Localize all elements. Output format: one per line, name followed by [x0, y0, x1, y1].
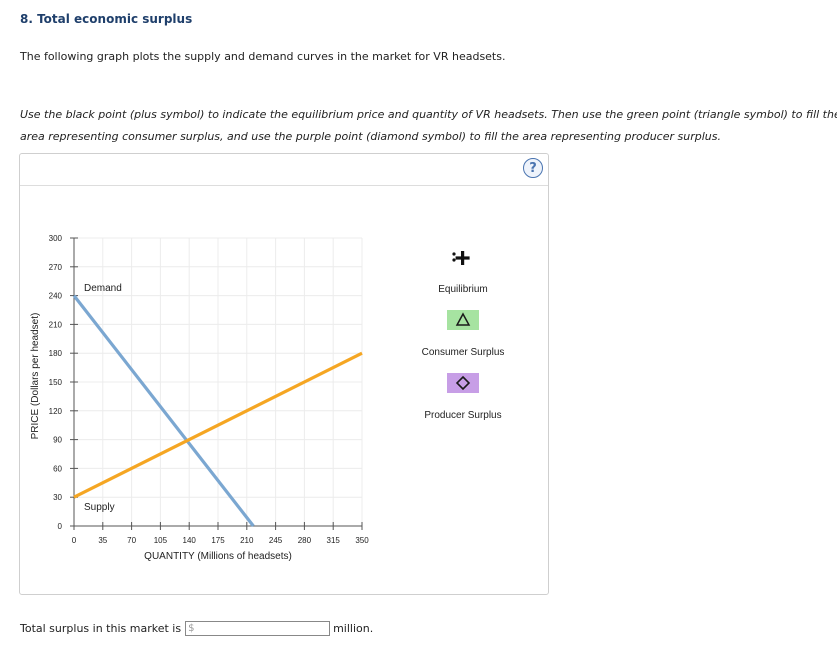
x-axis-label: QUANTITY (Millions of headsets) — [144, 551, 292, 562]
y-tick-label: 60 — [53, 464, 62, 473]
demand-curve-label: Demand — [84, 283, 122, 294]
triangle-icon — [455, 312, 471, 326]
demand-curve[interactable] — [72, 294, 255, 527]
total-surplus-input[interactable] — [186, 622, 318, 635]
curves — [72, 294, 363, 527]
help-icon[interactable]: ? — [523, 158, 543, 178]
y-tick-label: 300 — [49, 234, 63, 243]
answer-row: Total surplus in this market is $ millio… — [20, 621, 373, 636]
consumer-surplus-swatch — [447, 310, 479, 330]
y-tick-label: 150 — [49, 378, 63, 387]
x-tick-label: 0 — [72, 536, 77, 545]
supply-curve[interactable] — [73, 351, 363, 499]
y-tick-label: 210 — [49, 320, 63, 329]
y-tick-label: 270 — [49, 263, 63, 272]
x-tick-label: 245 — [269, 536, 283, 545]
x-tick-label: 315 — [327, 536, 341, 545]
x-tick-label: 280 — [298, 536, 312, 545]
x-tick-label: 70 — [127, 536, 136, 545]
question-instructions: Use the black point (plus symbol) to ind… — [20, 108, 837, 143]
equilibrium-tool-label: Equilibrium — [438, 284, 487, 295]
x-tick-label: 105 — [154, 536, 168, 545]
y-tick-label: 180 — [49, 349, 63, 358]
x-tick-label: 210 — [240, 536, 254, 545]
y-tick-label: 0 — [58, 522, 63, 531]
graph-panel: ? 0 30 60 90 120 150 180 210 240 270 300 0 35 70 105 14… — [19, 153, 549, 595]
ticks: 0 30 60 90 120 150 180 210 240 270 300 0 35 70 105 140 1… — [49, 234, 370, 545]
panel-header: ? — [20, 154, 548, 186]
x-tick-label: 350 — [355, 536, 369, 545]
answer-prefix: Total surplus in this market is — [20, 622, 182, 635]
question-intro: The following graph plots the supply and… — [20, 50, 506, 63]
x-tick-label: 175 — [211, 536, 225, 545]
currency-symbol: $ — [188, 623, 195, 634]
x-tick-label: 140 — [183, 536, 197, 545]
equilibrium-tool[interactable]: Equilibrium — [438, 251, 488, 295]
supply-demand-graph[interactable]: 0 30 60 90 120 150 180 210 240 270 300 0 35 70 105 140 1… — [20, 154, 548, 594]
diamond-icon — [455, 375, 471, 391]
y-tick-label: 90 — [53, 436, 62, 445]
plus-icon — [452, 251, 470, 265]
answer-suffix: million. — [333, 622, 374, 635]
x-tick-label: 35 — [98, 536, 107, 545]
producer-surplus-swatch — [447, 373, 479, 393]
total-surplus-field: $ — [185, 621, 331, 636]
y-axis-label: PRICE (Dollars per headset) — [30, 313, 41, 440]
supply-curve-label: Supply — [84, 502, 115, 513]
producer-surplus-tool-label: Producer Surplus — [424, 410, 501, 421]
y-tick-label: 120 — [49, 407, 63, 416]
y-tick-label: 30 — [53, 493, 62, 502]
consumer-surplus-tool-label: Consumer Surplus — [422, 347, 505, 358]
y-tick-label: 240 — [49, 292, 63, 301]
consumer-surplus-tool[interactable]: Consumer Surplus — [422, 310, 505, 358]
producer-surplus-tool[interactable]: Producer Surplus — [424, 373, 502, 421]
question-title: 8. Total economic surplus — [20, 12, 193, 26]
